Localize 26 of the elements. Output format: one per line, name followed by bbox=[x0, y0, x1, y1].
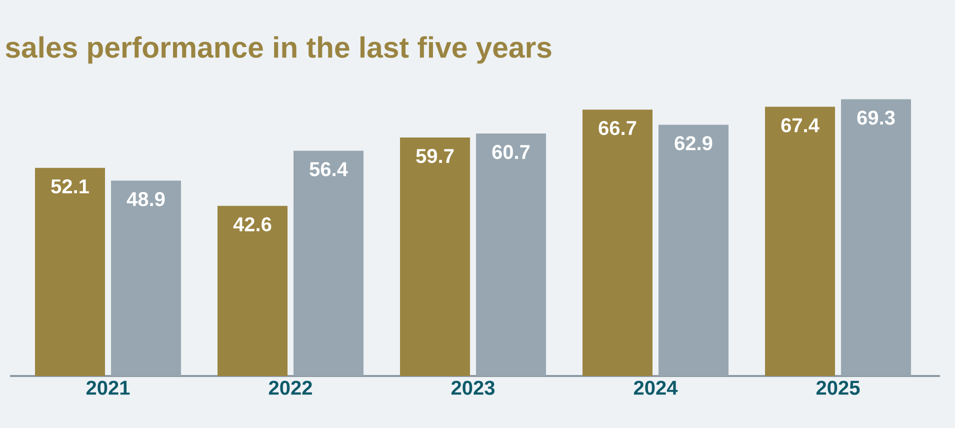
data-label: 56.4 bbox=[310, 162, 348, 176]
bar bbox=[658, 124, 729, 376]
bar bbox=[218, 206, 288, 376]
data-label: 59.7 bbox=[416, 148, 454, 164]
data-label: 66.7 bbox=[598, 120, 636, 136]
data-label: 52.1 bbox=[51, 179, 89, 194]
x-tick-label: 2021 bbox=[86, 380, 130, 395]
data-label: 48.9 bbox=[126, 192, 165, 206]
x-tick-label: 2024 bbox=[634, 380, 678, 395]
chart-title: sales performance in the last five years bbox=[6, 36, 552, 64]
bar bbox=[111, 180, 182, 376]
data-label: 60.7 bbox=[492, 144, 530, 160]
data-label: 69.3 bbox=[857, 110, 895, 125]
x-tick-label: 2022 bbox=[268, 380, 312, 395]
bar bbox=[35, 168, 106, 376]
bar bbox=[294, 150, 364, 376]
bar bbox=[841, 99, 912, 376]
x-tick-label: 2025 bbox=[816, 380, 860, 395]
data-label: 67.4 bbox=[781, 118, 820, 132]
x-tick-label: 2023 bbox=[451, 380, 495, 395]
data-label: 62.9 bbox=[674, 136, 712, 150]
data-label: 42.6 bbox=[233, 217, 272, 232]
bar bbox=[765, 106, 836, 376]
bar bbox=[476, 134, 546, 376]
bar bbox=[582, 110, 653, 376]
bar bbox=[400, 138, 470, 376]
